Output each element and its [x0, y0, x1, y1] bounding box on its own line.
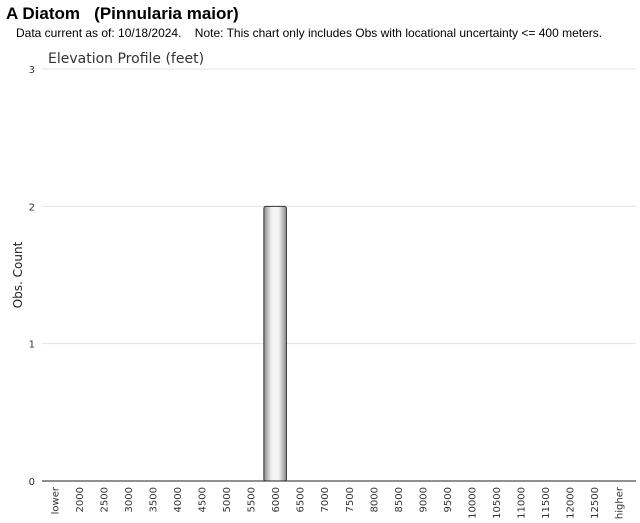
y-tick-label: 0: [29, 477, 35, 488]
page-title: A Diatom (Pinnularia maior): [6, 4, 239, 23]
x-tick-label: 12500: [590, 487, 601, 519]
x-tick-label: lower: [50, 486, 61, 514]
x-tick-label: 2500: [99, 487, 110, 512]
y-axis-label: Obs. Count: [11, 241, 25, 308]
x-tick-label: 8000: [369, 487, 380, 512]
x-tick-label: 10500: [492, 487, 503, 519]
x-tick-label: 12000: [566, 487, 577, 519]
x-tick-label: 4500: [198, 487, 209, 512]
x-tick-label: 6500: [296, 487, 307, 512]
x-tick-label: 11500: [541, 487, 552, 519]
x-tick-label: higher: [615, 486, 626, 519]
y-tick-label: 3: [29, 65, 35, 76]
x-tick-label: 7500: [345, 487, 356, 512]
x-tick-label: 10000: [467, 487, 478, 519]
x-tick-label: 8500: [394, 487, 405, 512]
bar-6000[interactable]: [263, 205, 287, 482]
x-tick-label: 3500: [148, 487, 159, 512]
x-tick-label: 3000: [124, 487, 135, 512]
x-tick-label: 6000: [271, 487, 282, 512]
chart-title: Elevation Profile (feet): [48, 51, 204, 67]
y-tick-label: 2: [29, 202, 35, 213]
x-tick-label: 11000: [517, 487, 528, 519]
x-tick-label: 9500: [443, 487, 454, 512]
x-tick-label: 5000: [222, 487, 233, 512]
y-tick-label: 1: [29, 340, 35, 351]
data-note: Data current as of: 10/18/2024. Note: Th…: [16, 26, 603, 40]
x-tick-label: 4000: [173, 487, 184, 512]
x-tick-label: 5500: [247, 487, 258, 512]
x-tick-label: 2000: [75, 487, 86, 512]
x-tick-label: 9000: [418, 487, 429, 512]
x-tick-label: 7000: [320, 487, 331, 512]
